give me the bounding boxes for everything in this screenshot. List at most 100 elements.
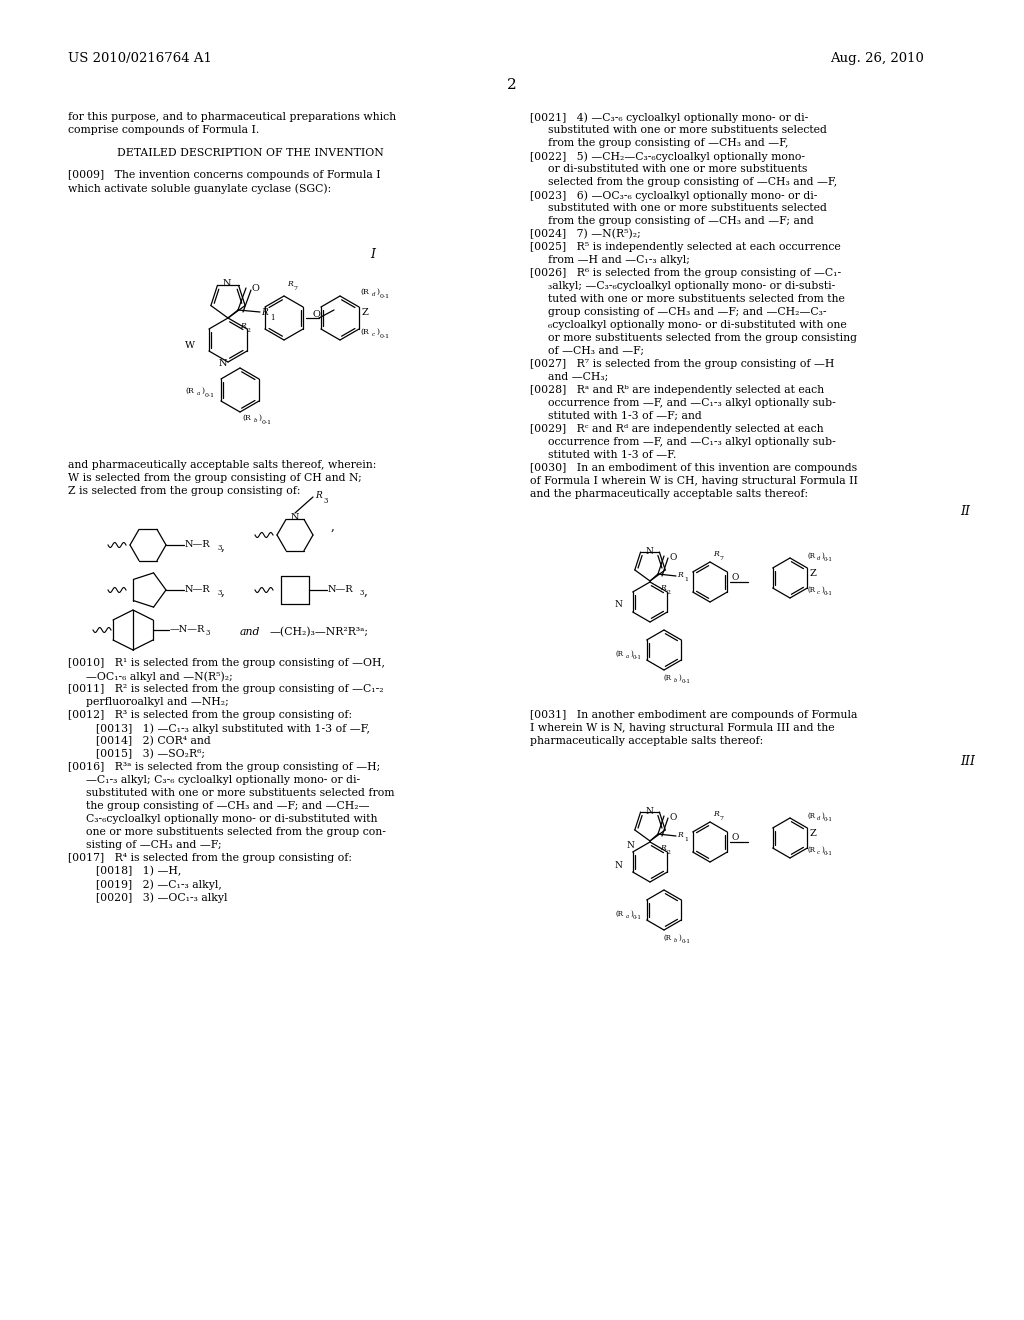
Text: [0013]   1) —C₁-₃ alkyl substituted with 1-3 of —F,: [0013] 1) —C₁-₃ alkyl substituted with 1… — [96, 723, 370, 734]
Text: N: N — [626, 842, 634, 850]
Text: [0018]   1) —H,: [0018] 1) —H, — [96, 866, 181, 876]
Text: O: O — [252, 284, 260, 293]
Text: 7: 7 — [720, 816, 724, 821]
Text: tuted with one or more substituents selected from the: tuted with one or more substituents sele… — [548, 294, 845, 304]
Text: 0-1: 0-1 — [824, 817, 833, 822]
Text: (R: (R — [360, 288, 369, 296]
Text: 7: 7 — [294, 286, 298, 290]
Text: 3: 3 — [217, 544, 221, 552]
Text: R: R — [315, 491, 322, 500]
Text: [0023]   6) —OC₃-₆ cycloalkyl optionally mono- or di-: [0023] 6) —OC₃-₆ cycloalkyl optionally m… — [530, 190, 817, 201]
Text: b: b — [674, 939, 677, 942]
Text: 0-1: 0-1 — [682, 939, 691, 944]
Text: (R: (R — [664, 675, 672, 682]
Text: of Formula I wherein W is CH, having structural Formula II: of Formula I wherein W is CH, having str… — [530, 477, 858, 486]
Text: which activate soluble guanylate cyclase (SGC):: which activate soluble guanylate cyclase… — [68, 183, 331, 194]
Text: [0030]   In an embodiment of this invention are compounds: [0030] In an embodiment of this inventio… — [530, 463, 857, 473]
Text: [0024]   7) —N(R⁵)₂;: [0024] 7) —N(R⁵)₂; — [530, 228, 641, 239]
Text: III: III — [961, 755, 975, 768]
Text: a: a — [626, 653, 629, 659]
Text: [0017]   R⁴ is selected from the group consisting of:: [0017] R⁴ is selected from the group con… — [68, 853, 352, 863]
Text: [0026]   R⁶ is selected from the group consisting of —C₁-: [0026] R⁶ is selected from the group con… — [530, 268, 841, 279]
Text: R: R — [677, 572, 683, 579]
Text: O: O — [669, 813, 677, 822]
Text: d: d — [372, 292, 376, 297]
Text: (R: (R — [616, 909, 624, 917]
Text: ): ) — [821, 586, 823, 594]
Text: 3: 3 — [323, 498, 328, 506]
Text: 2: 2 — [507, 78, 517, 92]
Text: N: N — [222, 279, 230, 288]
Text: 3: 3 — [217, 589, 221, 597]
Text: ): ) — [678, 675, 681, 682]
Text: 1: 1 — [684, 577, 688, 582]
Text: 0-1: 0-1 — [633, 915, 642, 920]
Text: d: d — [817, 816, 820, 821]
Text: 0-1: 0-1 — [824, 557, 833, 562]
Text: R: R — [660, 843, 666, 851]
Text: [0011]   R² is selected from the group consisting of —C₁-₂: [0011] R² is selected from the group con… — [68, 684, 384, 694]
Text: comprise compounds of Formula I.: comprise compounds of Formula I. — [68, 125, 259, 135]
Text: selected from the group consisting of —CH₃ and —F,: selected from the group consisting of —C… — [548, 177, 838, 187]
Text: O: O — [312, 310, 319, 319]
Text: for this purpose, and to pharmaceutical preparations which: for this purpose, and to pharmaceutical … — [68, 112, 396, 121]
Text: from —H and —C₁-₃ alkyl;: from —H and —C₁-₃ alkyl; — [548, 255, 690, 265]
Text: group consisting of —CH₃ and —F; and —CH₂—C₃-: group consisting of —CH₃ and —F; and —CH… — [548, 308, 826, 317]
Text: (R: (R — [185, 387, 194, 395]
Text: O: O — [669, 553, 677, 562]
Text: ): ) — [201, 387, 204, 395]
Text: from the group consisting of —CH₃ and —F,: from the group consisting of —CH₃ and —F… — [548, 139, 788, 148]
Text: [0025]   R⁵ is independently selected at each occurrence: [0025] R⁵ is independently selected at e… — [530, 242, 841, 252]
Text: (R: (R — [664, 935, 672, 942]
Text: Aug. 26, 2010: Aug. 26, 2010 — [830, 51, 924, 65]
Text: occurrence from —F, and —C₁-₃ alkyl optionally sub-: occurrence from —F, and —C₁-₃ alkyl opti… — [548, 399, 836, 408]
Text: (R: (R — [807, 846, 815, 854]
Text: US 2010/0216764 A1: US 2010/0216764 A1 — [68, 51, 212, 65]
Text: b: b — [254, 418, 257, 422]
Text: R: R — [713, 810, 719, 818]
Text: [0016]   R³ᵃ is selected from the group consisting of —H;: [0016] R³ᵃ is selected from the group co… — [68, 762, 380, 772]
Text: N: N — [291, 513, 299, 521]
Text: N—R: N—R — [328, 585, 353, 594]
Text: W: W — [185, 341, 195, 350]
Text: [0027]   R⁷ is selected from the group consisting of —H: [0027] R⁷ is selected from the group con… — [530, 359, 835, 370]
Text: 3: 3 — [205, 630, 209, 638]
Text: the group consisting of —CH₃ and —F; and —CH₂—: the group consisting of —CH₃ and —F; and… — [86, 801, 370, 810]
Text: (R: (R — [616, 649, 624, 657]
Text: 0-1: 0-1 — [824, 591, 833, 597]
Text: occurrence from —F, and —C₁-₃ alkyl optionally sub-: occurrence from —F, and —C₁-₃ alkyl opti… — [548, 437, 836, 447]
Text: and the pharmaceutically acceptable salts thereof:: and the pharmaceutically acceptable salt… — [530, 488, 808, 499]
Text: [0009]   The invention concerns compounds of Formula I: [0009] The invention concerns compounds … — [68, 170, 381, 180]
Text: [0031]   In another embodiment are compounds of Formula: [0031] In another embodiment are compoun… — [530, 710, 857, 719]
Text: perfluoroalkyl and —NH₂;: perfluoroalkyl and —NH₂; — [86, 697, 228, 708]
Text: —OC₁-₆ alkyl and —N(R⁵)₂;: —OC₁-₆ alkyl and —N(R⁵)₂; — [86, 671, 232, 681]
Text: R: R — [287, 280, 293, 288]
Text: or di-substituted with one or more substituents: or di-substituted with one or more subst… — [548, 164, 807, 174]
Text: [0028]   Rᵃ and Rᵇ are independently selected at each: [0028] Rᵃ and Rᵇ are independently selec… — [530, 385, 824, 395]
Text: one or more substituents selected from the group con-: one or more substituents selected from t… — [86, 828, 386, 837]
Text: 3: 3 — [360, 589, 365, 597]
Text: I: I — [370, 248, 375, 261]
Text: ,: , — [221, 540, 225, 553]
Text: d: d — [817, 556, 820, 561]
Text: 0-1: 0-1 — [380, 294, 390, 300]
Text: pharmaceutically acceptable salts thereof:: pharmaceutically acceptable salts thereo… — [530, 737, 763, 746]
Text: sisting of —CH₃ and —F;: sisting of —CH₃ and —F; — [86, 840, 221, 850]
Text: W is selected from the group consisting of CH and N;: W is selected from the group consisting … — [68, 473, 361, 483]
Text: stituted with 1-3 of —F.: stituted with 1-3 of —F. — [548, 450, 677, 459]
Text: 0-1: 0-1 — [682, 678, 691, 684]
Text: 7: 7 — [720, 556, 724, 561]
Text: from the group consisting of —CH₃ and —F; and: from the group consisting of —CH₃ and —F… — [548, 216, 814, 226]
Text: or more substituents selected from the group consisting: or more substituents selected from the g… — [548, 333, 857, 343]
Text: [0021]   4) —C₃-₆ cycloalkyl optionally mono- or di-: [0021] 4) —C₃-₆ cycloalkyl optionally mo… — [530, 112, 808, 123]
Text: R: R — [713, 550, 719, 558]
Text: ): ) — [678, 935, 681, 942]
Text: and —CH₃;: and —CH₃; — [548, 372, 608, 381]
Text: N: N — [645, 546, 653, 556]
Text: 0-1: 0-1 — [262, 420, 272, 425]
Text: ,: , — [331, 520, 335, 533]
Text: N: N — [614, 861, 622, 870]
Text: 0-1: 0-1 — [824, 851, 833, 855]
Text: [0022]   5) —CH₂—C₃-₆cycloalkyl optionally mono-: [0022] 5) —CH₂—C₃-₆cycloalkyl optionally… — [530, 150, 805, 161]
Text: N—R: N—R — [185, 585, 211, 594]
